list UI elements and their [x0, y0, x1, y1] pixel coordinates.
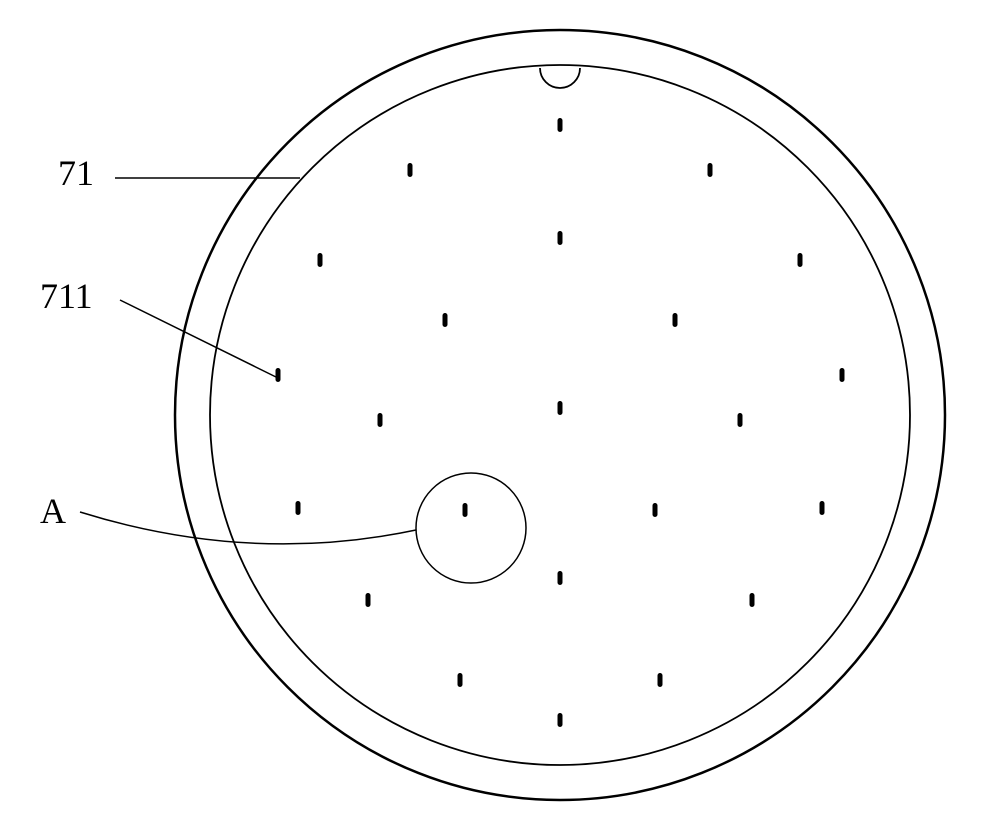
- perforation-dot-711: [658, 673, 663, 687]
- perforation-dot-711: [840, 368, 845, 382]
- perforation-dot-711: [296, 501, 301, 515]
- perforation-dot-711: [653, 503, 658, 517]
- perforation-dot-711: [558, 571, 563, 585]
- perforation-dot-711: [318, 253, 323, 267]
- perforation-dot-711: [463, 503, 468, 517]
- diagram-container: [0, 0, 1000, 831]
- perforation-dot-711: [673, 313, 678, 327]
- perforation-dot-711: [366, 593, 371, 607]
- perforation-dot-711: [708, 163, 713, 177]
- perforation-dot-711: [738, 413, 743, 427]
- top-notch: [540, 68, 580, 88]
- perforation-dot-711: [408, 163, 413, 177]
- perforation-dot-711: [558, 231, 563, 245]
- perforation-dot-711: [750, 593, 755, 607]
- leader-line: [120, 300, 278, 378]
- perforation-dot-711: [820, 501, 825, 515]
- reference-label: A: [40, 490, 66, 532]
- perforation-dot-711: [443, 313, 448, 327]
- perforation-dot-711: [558, 713, 563, 727]
- perforation-dot-711: [378, 413, 383, 427]
- perforation-dot-711: [798, 253, 803, 267]
- perforation-dot-711: [458, 673, 463, 687]
- perforation-dot-711: [276, 368, 281, 382]
- reference-label: 711: [40, 275, 93, 317]
- perforation-dot-711: [558, 401, 563, 415]
- reference-label: 71: [58, 152, 94, 194]
- perforation-dot-711: [558, 118, 563, 132]
- leader-line: [80, 512, 416, 544]
- technical-diagram-svg: [0, 0, 1000, 831]
- detail-circle-a: [416, 473, 526, 583]
